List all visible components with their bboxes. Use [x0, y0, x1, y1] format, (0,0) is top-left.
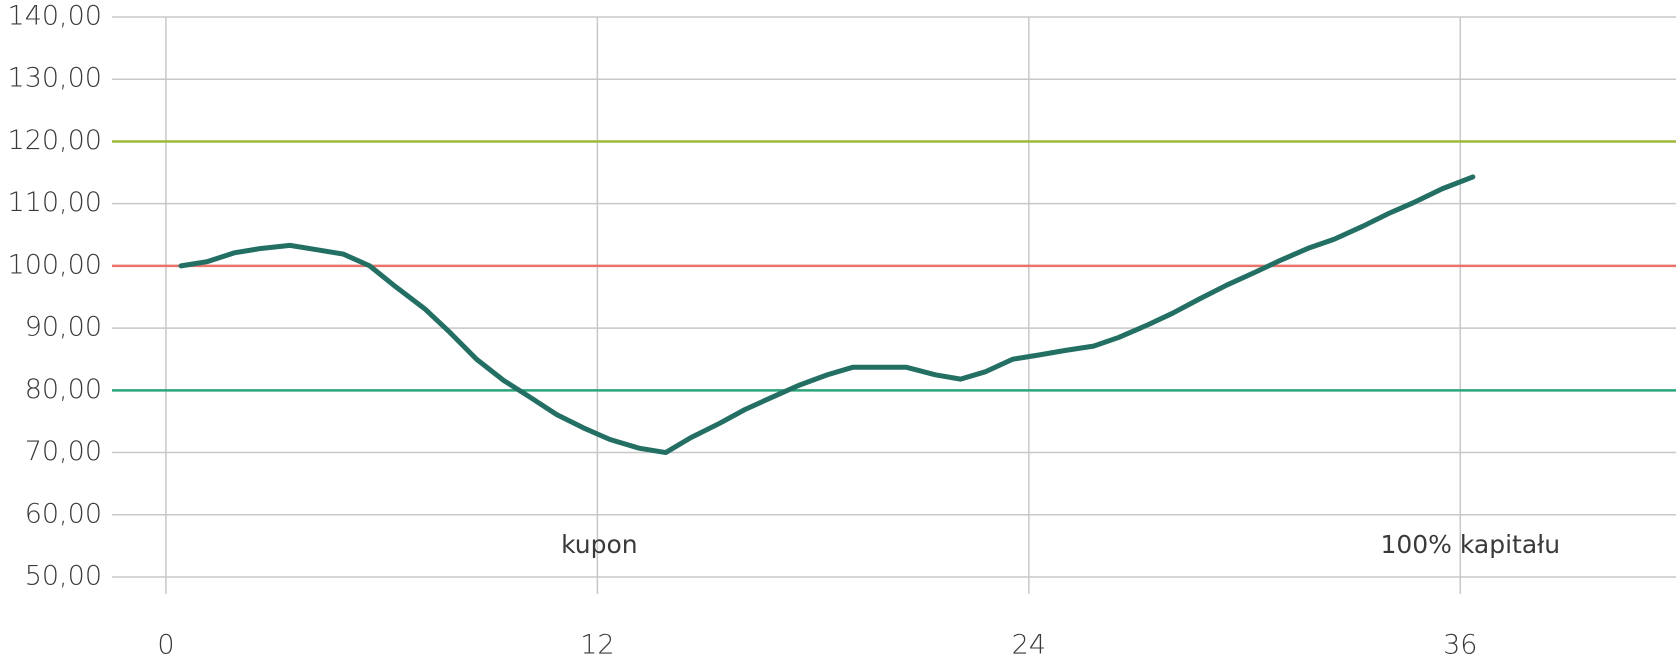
y-tick-label: 100,00: [8, 249, 102, 280]
y-tick-label: 140,00: [8, 1, 102, 32]
y-tick-label: 80,00: [25, 374, 102, 405]
data-line: [178, 174, 1476, 456]
y-tick-label: 110,00: [8, 187, 102, 218]
x-tick-label: 24: [1012, 630, 1046, 659]
x-tick-label: 12: [580, 630, 614, 659]
y-tick-label: 130,00: [8, 63, 102, 94]
y-tick-label: 90,00: [25, 312, 102, 343]
annotation: 100% kapitału: [1380, 530, 1560, 559]
y-tick-label: 60,00: [25, 498, 102, 529]
annotation: kupon: [561, 530, 638, 559]
y-tick-label: 50,00: [25, 561, 102, 592]
y-tick-label: 70,00: [25, 436, 102, 467]
x-tick-label: 0: [157, 630, 174, 659]
x-tick-label: 36: [1443, 630, 1477, 659]
y-tick-label: 120,00: [8, 125, 102, 156]
